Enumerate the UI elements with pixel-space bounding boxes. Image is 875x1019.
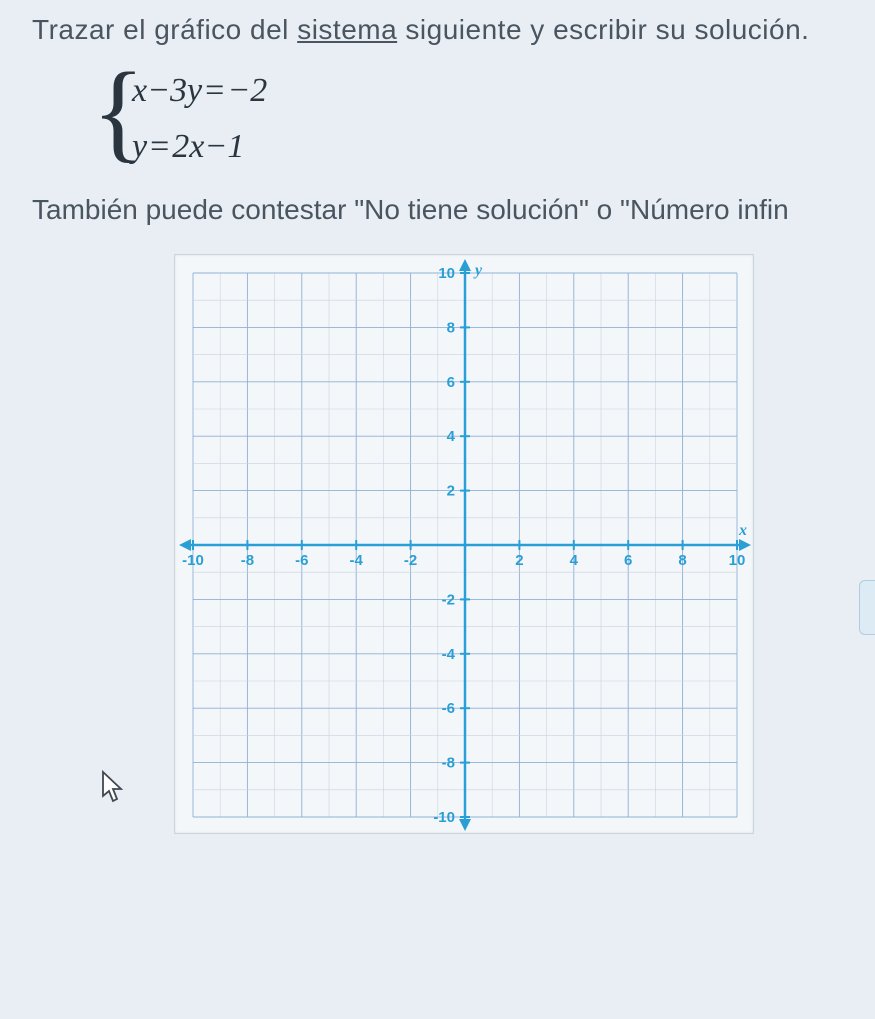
- svg-text:10: 10: [728, 552, 745, 569]
- equation-system: { x−3y=−2 y=2x−1: [92, 72, 855, 166]
- svg-text:y: y: [473, 262, 483, 279]
- sub-prefix: También puede contestar: [32, 194, 354, 225]
- svg-text:-8: -8: [240, 552, 253, 569]
- eq2-rhs: 2x−1: [172, 128, 244, 165]
- svg-text:-2: -2: [441, 592, 454, 609]
- sub-q2: "Número infin: [620, 194, 789, 225]
- sub-middle: o: [589, 194, 620, 225]
- svg-text:10: 10: [438, 265, 455, 282]
- sub-q1: "No tiene solución": [354, 194, 589, 225]
- svg-text:-6: -6: [295, 552, 308, 569]
- svg-text:-4: -4: [441, 646, 455, 663]
- svg-text:4: 4: [569, 552, 578, 569]
- instruction-suffix: siguiente y escribir su solución.: [397, 14, 809, 45]
- graph-area[interactable]: -10 -8 -6 -4 -2 2 4 6 8 10 -10 -8 -6 -4 -2 2 4 6 8 10 x y: [174, 254, 754, 834]
- svg-text:-10: -10: [433, 809, 455, 826]
- svg-text:-8: -8: [441, 755, 454, 772]
- svg-text:-10: -10: [182, 552, 204, 569]
- brace-icon: {: [92, 62, 145, 161]
- svg-text:6: 6: [624, 552, 632, 569]
- eq1-equals: =: [205, 72, 224, 109]
- instruction-prefix: Trazar el gráfico del: [32, 14, 297, 45]
- svg-text:x: x: [738, 522, 747, 539]
- svg-text:4: 4: [446, 429, 455, 446]
- equation-2: y=2x−1: [132, 128, 855, 166]
- svg-text:-4: -4: [349, 552, 363, 569]
- cursor-icon: [100, 770, 128, 811]
- svg-text:-6: -6: [441, 701, 454, 718]
- sub-instruction-text: También puede contestar "No tiene soluci…: [32, 194, 855, 226]
- svg-text:2: 2: [446, 483, 454, 500]
- svg-text:8: 8: [678, 552, 686, 569]
- eq1-rhs: −2: [227, 72, 267, 109]
- svg-text:-2: -2: [403, 552, 416, 569]
- side-tab[interactable]: [859, 580, 875, 635]
- equation-1: x−3y=−2: [132, 72, 855, 110]
- svg-text:2: 2: [515, 552, 523, 569]
- cartesian-grid: -10 -8 -6 -4 -2 2 4 6 8 10 -10 -8 -6 -4 -2 2 4 6 8 10 x y: [175, 255, 755, 835]
- eq2-equals: =: [150, 128, 169, 165]
- instruction-underlined: sistema: [297, 14, 397, 45]
- svg-text:6: 6: [446, 374, 454, 391]
- svg-text:8: 8: [446, 320, 454, 337]
- instruction-text: Trazar el gráfico del sistema siguiente …: [32, 12, 855, 48]
